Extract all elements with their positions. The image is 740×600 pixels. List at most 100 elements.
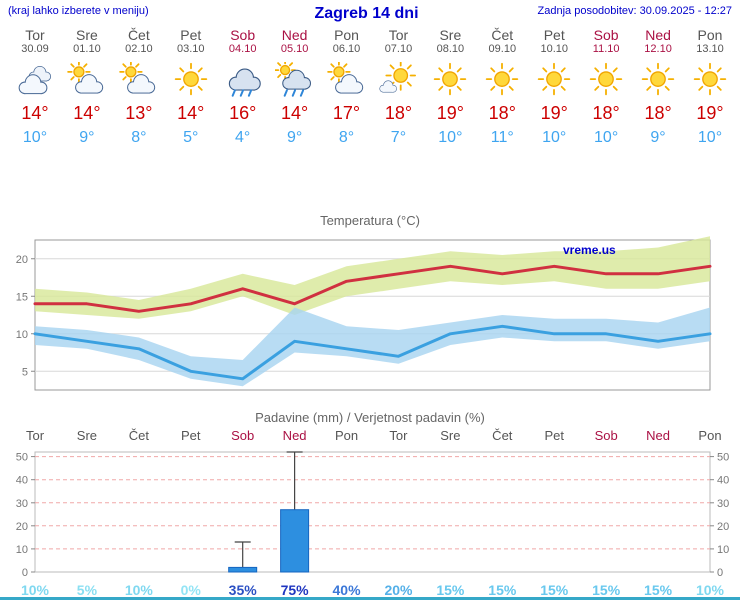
- precip-day-label: Tor: [25, 428, 45, 443]
- svg-text:15: 15: [16, 291, 28, 303]
- svg-text:20: 20: [16, 254, 28, 266]
- rain-sun-icon: [269, 59, 321, 102]
- day-max-temp: 16°: [229, 103, 257, 123]
- day-date: 10.10: [540, 43, 568, 55]
- sunny-icon: [476, 62, 528, 102]
- day-date: 06.10: [332, 43, 361, 55]
- day-max-temp: 14°: [177, 103, 205, 123]
- precip-probability: 5%: [76, 582, 98, 598]
- day-date: 07.10: [384, 43, 413, 55]
- day-column[interactable]: Tor 30.09 14° 10°: [9, 27, 61, 147]
- day-column[interactable]: Ned 05.10 14° 9°: [269, 27, 321, 147]
- partly-icon: [113, 60, 165, 102]
- precip-day-labels-row: Tor Sre Čet Pet Sob Ned Pon Tor Sre Čet Pet Sob Ned P…: [0, 428, 740, 446]
- day-max-temp: 18°: [592, 103, 620, 123]
- precip-day-label: Pet: [544, 428, 564, 443]
- day-date: 08.10: [436, 43, 465, 55]
- day-min-temp: 10°: [594, 129, 619, 146]
- day-max-temp: 18°: [384, 103, 413, 123]
- header: (kraj lahko izberete v meniju) Zagreb 14…: [0, 0, 740, 23]
- day-column[interactable]: Čet 09.10 18° 11°: [476, 27, 528, 147]
- sunny-icon: [528, 62, 580, 102]
- day-min-temp: 4°: [235, 129, 251, 146]
- day-date: 01.10: [73, 43, 101, 55]
- svg-text:10: 10: [717, 544, 729, 556]
- precip-probability: 15%: [540, 582, 569, 598]
- last-updated: Zadnja posodobitev: 30.09.2025 - 12:27: [537, 5, 732, 17]
- day-column[interactable]: Pon 13.10 19° 10°: [684, 27, 736, 147]
- day-name: Sre: [439, 27, 462, 43]
- temperature-chart: 5 10 15 20 vreme.us: [16, 236, 712, 391]
- day-name: Tor: [25, 27, 45, 43]
- day-date: 02.10: [125, 43, 153, 55]
- day-max-temp: 19°: [436, 103, 464, 123]
- day-name: Čet: [127, 27, 150, 43]
- precip-probability: 20%: [384, 582, 413, 598]
- svg-text:20: 20: [717, 521, 729, 533]
- precip-day-label: Sre: [440, 428, 461, 443]
- precipitation-chart-title: Padavine (mm) / Verjetnost padavin (%): [255, 410, 485, 425]
- day-column[interactable]: Pet 03.10 14° 5°: [165, 27, 217, 147]
- day-max-temp: 14°: [73, 103, 101, 123]
- svg-text:50: 50: [717, 452, 729, 464]
- precip-day-label: Sob: [594, 428, 618, 443]
- day-column[interactable]: Pet 10.10 19° 10°: [528, 27, 580, 147]
- precip-probability: 15%: [488, 582, 517, 598]
- day-column[interactable]: Pon 06.10 17° 8°: [321, 27, 373, 147]
- day-name: Pet: [180, 27, 202, 43]
- precip-day-label: Čet: [492, 428, 513, 443]
- day-min-temp: 7°: [390, 129, 407, 146]
- day-max-temp: 17°: [332, 103, 361, 123]
- precip-probability-row: 10% 5% 10% 0% 35% 75% 40% 20% 15% 15% 15% 15% 15% 10%: [0, 582, 740, 600]
- precipitation-chart: 0 0 10 10 20 20 30 30 40 40 50 50: [16, 451, 729, 579]
- day-min-temp: 5°: [183, 129, 199, 146]
- precip-day-label: Pon: [698, 428, 722, 443]
- day-date: 12.10: [644, 43, 672, 55]
- bottom-bar: [0, 597, 740, 600]
- day-column[interactable]: Sob 11.10 18° 10°: [580, 27, 632, 147]
- sunny-icon: [632, 62, 684, 102]
- precip-probability: 10%: [20, 582, 50, 598]
- day-date: 04.10: [228, 43, 257, 55]
- precip-day-label: Sob: [231, 428, 255, 443]
- svg-text:40: 40: [717, 475, 729, 487]
- precip-probability: 10%: [695, 582, 725, 598]
- day-name: Ned: [281, 27, 308, 43]
- day-name: Pet: [543, 27, 565, 43]
- day-date: 09.10: [488, 43, 517, 55]
- forecast-days-row: Tor 30.09 14° 10° Sre 01.10 14° 9° Čet 02.10 13° 8°…: [0, 27, 740, 175]
- day-column[interactable]: Sre 01.10 14° 9°: [61, 27, 113, 147]
- precip-probability: 10%: [124, 582, 153, 598]
- day-name: Sre: [76, 27, 98, 43]
- sunny-icon: [684, 62, 736, 102]
- day-column[interactable]: Sre 08.10 19° 10°: [424, 27, 476, 147]
- day-min-temp: 9°: [650, 129, 666, 146]
- precip-probability: 35%: [228, 582, 257, 598]
- precip-day-label: Čet: [128, 428, 149, 443]
- day-date: 13.10: [696, 43, 724, 55]
- day-column[interactable]: Čet 02.10 13° 8°: [113, 27, 165, 147]
- day-max-temp: 14°: [280, 103, 309, 123]
- day-max-temp: 14°: [21, 103, 49, 123]
- precip-probability: 0%: [180, 582, 201, 598]
- day-name: Čet: [491, 27, 514, 43]
- partly-icon: [61, 60, 113, 102]
- day-max-temp: 18°: [488, 103, 516, 123]
- precip-day-label: Pon: [334, 428, 359, 443]
- precip-day-label: Ned: [646, 428, 670, 443]
- day-min-temp: 8°: [338, 129, 355, 146]
- day-date: 11.10: [592, 43, 620, 55]
- day-min-temp: 8°: [131, 129, 147, 146]
- precip-probability: 40%: [332, 582, 361, 598]
- day-max-temp: 19°: [696, 103, 724, 123]
- day-name: Sob: [230, 27, 256, 43]
- day-column[interactable]: Tor 07.10 18° 7°: [372, 27, 424, 147]
- day-column[interactable]: Sob 04.10 16° 4°: [217, 27, 269, 147]
- day-column[interactable]: Ned 12.10 18° 9°: [632, 27, 684, 147]
- day-max-temp: 18°: [644, 103, 672, 123]
- day-name: Pon: [334, 27, 359, 43]
- svg-text:40: 40: [16, 475, 28, 487]
- svg-text:30: 30: [717, 498, 729, 510]
- svg-text:20: 20: [16, 521, 28, 533]
- sunny-icon: [165, 62, 217, 102]
